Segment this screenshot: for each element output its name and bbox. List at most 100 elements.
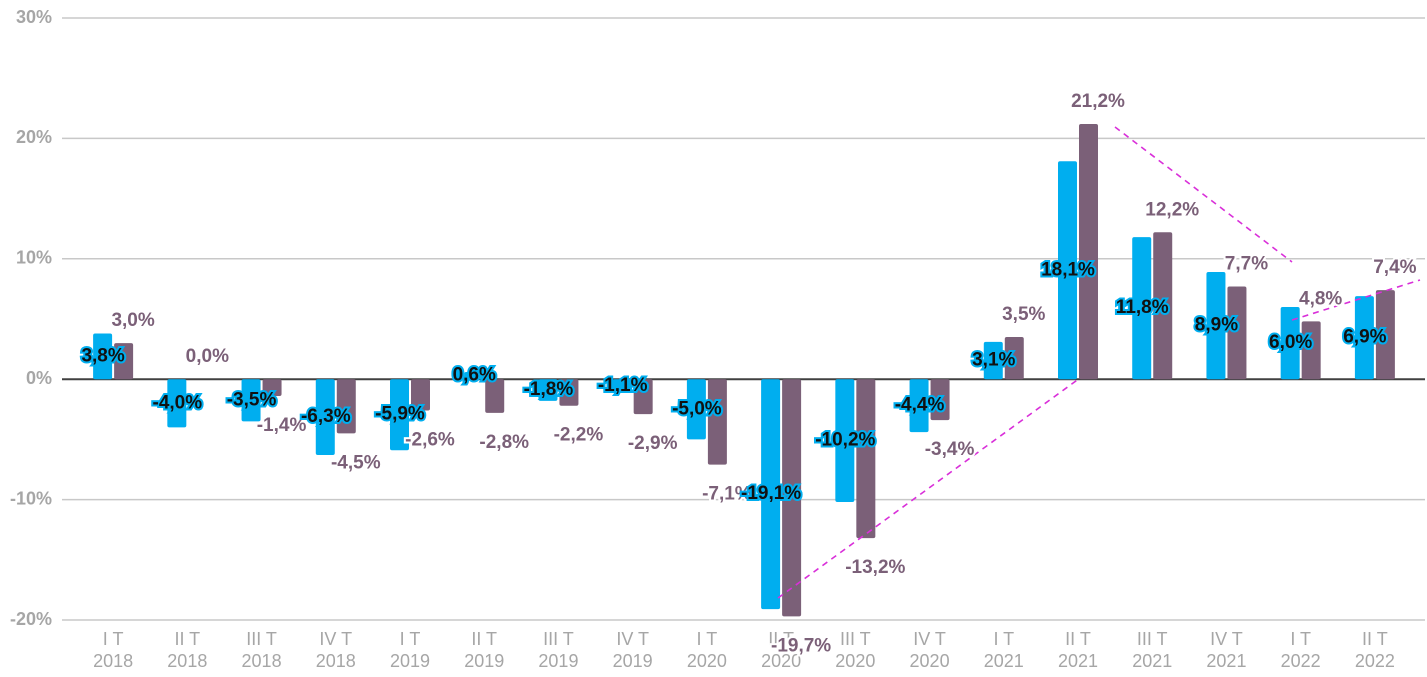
bar	[1132, 237, 1152, 380]
bar	[538, 379, 558, 401]
x-tick-label: 2019	[464, 651, 504, 671]
bar	[93, 333, 113, 380]
x-tick-label: III T	[543, 629, 574, 649]
value-label: 0,6%	[453, 365, 496, 386]
x-tick-label: I T	[697, 629, 718, 649]
value-label: -6,3%	[301, 406, 351, 427]
x-tick-label: II T	[1362, 629, 1388, 649]
x-tick-label: 2019	[538, 651, 578, 671]
bar	[559, 379, 579, 406]
value-label: -4,4%	[895, 395, 945, 416]
x-tick-label: 2019	[613, 651, 653, 671]
x-tick-label: 2022	[1281, 651, 1321, 671]
value-label: -13,2%	[845, 557, 905, 578]
y-tick-label: 10%	[16, 248, 52, 268]
bar	[390, 379, 409, 451]
value-label: 3,1%	[972, 350, 1015, 371]
bar	[464, 371, 484, 380]
x-tick-label: 2020	[687, 651, 727, 671]
x-tick-label: 2020	[761, 651, 801, 671]
bar	[411, 379, 430, 411]
x-tick-label: I T	[400, 629, 421, 649]
bar	[612, 379, 632, 393]
x-tick-label: 2021	[1206, 651, 1246, 671]
value-label: -4,0%	[153, 392, 203, 413]
value-label: -3,5%	[227, 389, 277, 410]
value-label: 21,2%	[1071, 91, 1125, 112]
value-label: -19,1%	[741, 483, 801, 504]
bar	[315, 379, 335, 456]
value-label: 12,2%	[1145, 199, 1199, 220]
bar	[336, 379, 356, 434]
bar	[1058, 161, 1077, 380]
x-tick-label: II T	[174, 629, 200, 649]
value-label: -5,0%	[672, 398, 722, 419]
bar	[1153, 232, 1173, 380]
x-tick-label: IV T	[616, 629, 649, 649]
trend-lines	[777, 126, 1421, 599]
value-label: 18,1%	[1041, 259, 1095, 280]
value-label: 3,0%	[111, 310, 154, 331]
x-tick-label: 2018	[242, 651, 282, 671]
x-tick-label: II T	[768, 629, 794, 649]
value-label: 7,4%	[1373, 257, 1416, 278]
x-tick-label: III T	[840, 629, 871, 649]
value-label: 6,9%	[1343, 327, 1386, 348]
x-tick-label: 2018	[167, 651, 207, 671]
x-tick-label: IV T	[1210, 629, 1243, 649]
value-label: 11,8%	[1116, 297, 1169, 318]
bar	[707, 379, 727, 465]
value-label: 8,9%	[1195, 315, 1238, 336]
x-tick-label: 2022	[1355, 651, 1395, 671]
value-label: -7,1%	[702, 484, 752, 505]
y-tick-label: 20%	[16, 127, 52, 147]
x-tick-label: I T	[103, 629, 124, 649]
bar	[1206, 272, 1226, 380]
x-tick-label: 2021	[984, 651, 1024, 671]
value-label: 0,0%	[186, 346, 229, 367]
value-label: -2,8%	[479, 432, 529, 453]
bar	[1004, 337, 1024, 380]
bar	[1280, 306, 1300, 380]
x-tick-label: 2020	[910, 651, 950, 671]
bar	[835, 379, 855, 503]
x-tick-label: IV T	[913, 629, 946, 649]
value-label: -3,4%	[925, 439, 975, 460]
bar	[1354, 296, 1374, 380]
bar	[686, 379, 706, 440]
x-tick-label: IV T	[319, 629, 352, 649]
x-tick-label: 2020	[835, 651, 875, 671]
value-label: -2,6%	[405, 430, 455, 451]
y-tick-label: 0%	[26, 368, 52, 388]
x-tick-label: 2018	[316, 651, 356, 671]
bar	[930, 379, 950, 421]
y-tick-label: -20%	[10, 609, 52, 629]
value-label: -4,5%	[331, 452, 381, 473]
x-tick-label: III T	[246, 629, 277, 649]
y-tick-label: 30%	[16, 7, 52, 27]
bar	[983, 341, 1003, 380]
bar	[1301, 321, 1321, 380]
value-label: -19,7%	[771, 635, 831, 656]
trend-line	[1291, 279, 1421, 321]
value-label: 7,7%	[1225, 254, 1268, 275]
x-tick-label: III T	[1137, 629, 1168, 649]
x-tick-label: 2018	[93, 651, 133, 671]
grid	[62, 17, 1425, 621]
bar	[633, 379, 653, 415]
bar	[856, 379, 876, 539]
value-label: 3,5%	[1002, 304, 1045, 325]
x-tick-label: I T	[1290, 629, 1311, 649]
value-label: 3,8%	[81, 345, 124, 366]
x-tick-label: 2019	[390, 651, 430, 671]
bar	[167, 379, 187, 428]
trend-line	[1114, 126, 1293, 263]
bar	[761, 379, 781, 610]
y-tick-label: -10%	[10, 488, 52, 508]
bar	[114, 343, 134, 380]
bar	[262, 379, 282, 397]
value-label: -1,8%	[524, 379, 574, 400]
bar	[1079, 123, 1098, 380]
labels: 3,8% 3,0% -4,0% 0,0% -3,5% -1,4%-6,3% -4,5% -5,…	[79, 89, 1418, 658]
